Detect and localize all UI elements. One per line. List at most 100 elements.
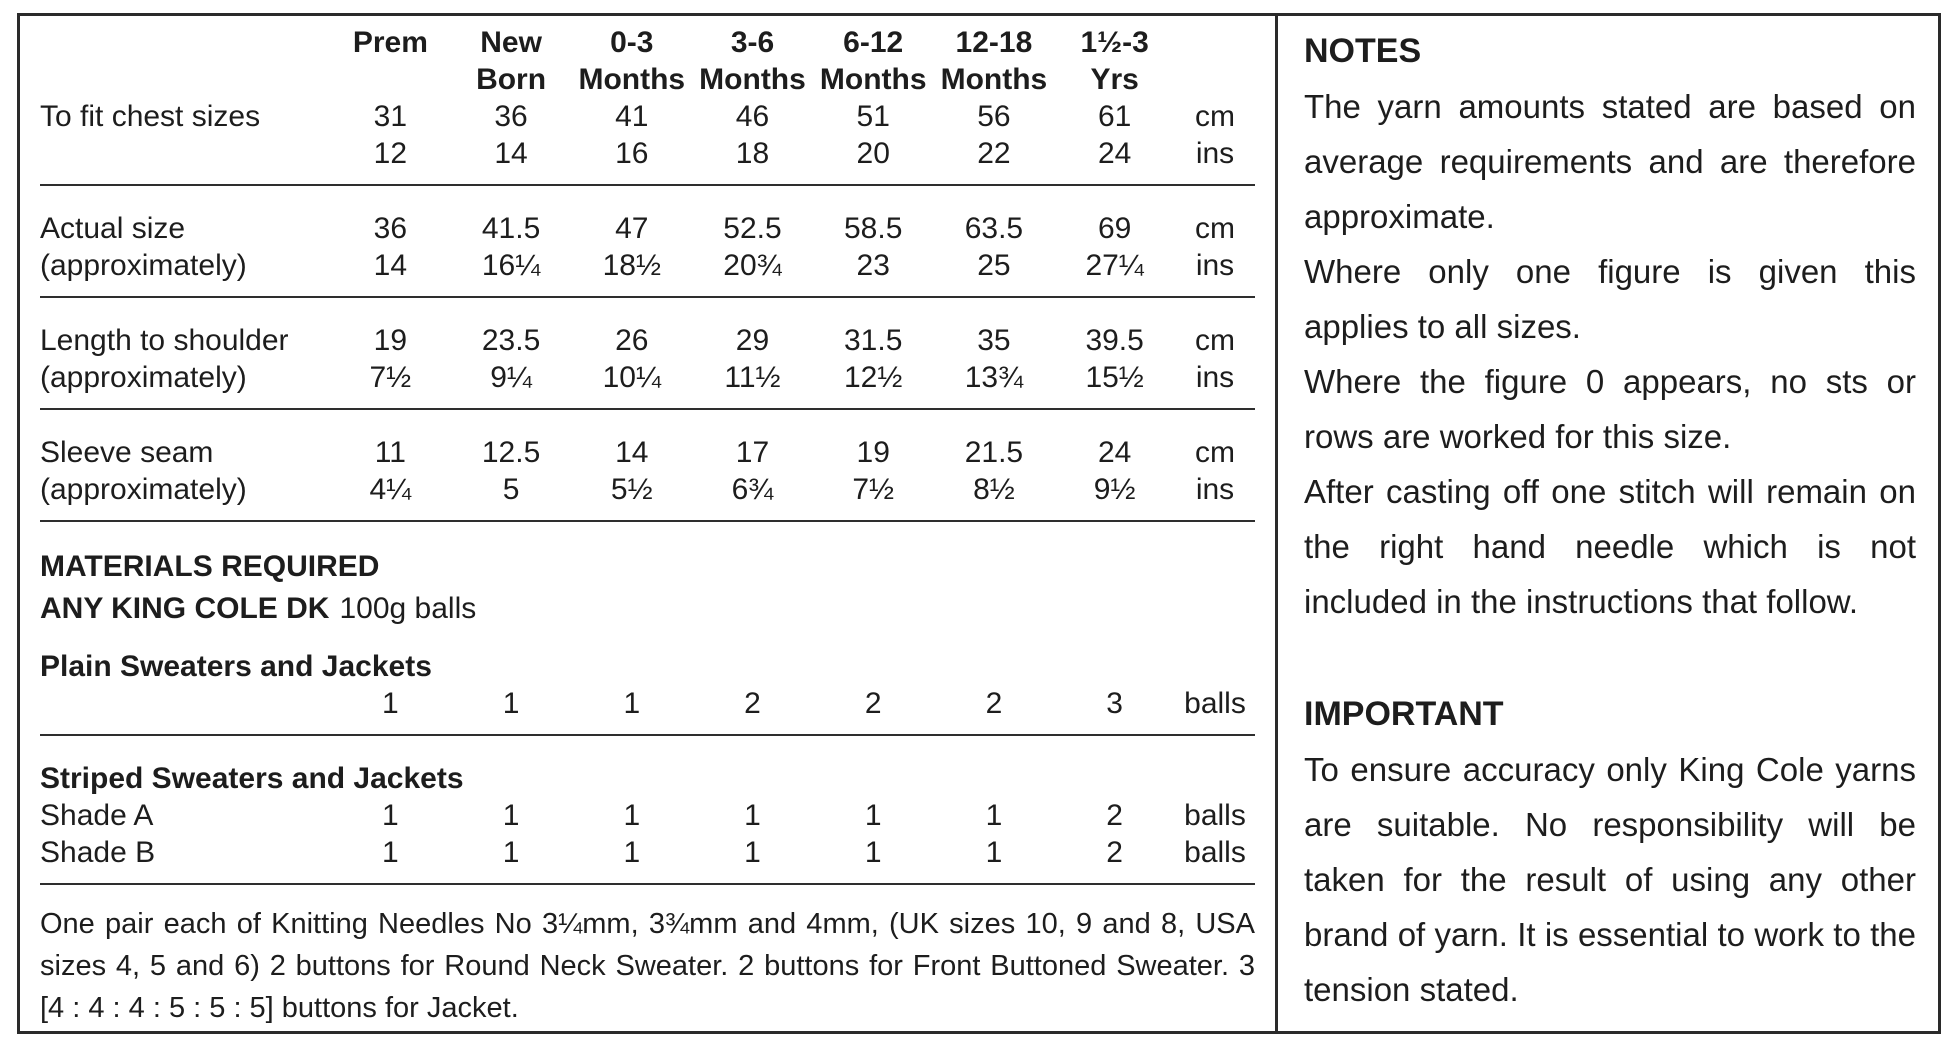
measure-cell: 18½ xyxy=(602,249,661,282)
row-label xyxy=(40,135,330,172)
measure-cell: 4¼ xyxy=(369,473,412,506)
unit-cell: ins xyxy=(1195,473,1235,506)
measure-cell: 35 xyxy=(977,324,1011,357)
row-label: To fit chest sizes xyxy=(40,100,261,133)
balls-cell: 1 xyxy=(864,799,882,832)
size-col-header-line2: Months xyxy=(819,63,927,96)
balls-cell: 2 xyxy=(1106,799,1123,832)
measure-cell: 58.5 xyxy=(844,212,903,245)
notes-title: NOTES xyxy=(1304,32,1422,70)
measure-cell: 15½ xyxy=(1085,361,1144,394)
measure-cell: 41 xyxy=(615,100,649,133)
row-label: Length to shoulder xyxy=(40,324,289,357)
measure-cell: 16 xyxy=(615,137,649,170)
size-col-header: Prem xyxy=(330,24,451,98)
balls-cell: 1 xyxy=(623,836,641,869)
size-col-header: 1½-3 Yrs xyxy=(1054,24,1175,98)
striped-sweaters-title: Striped Sweaters and Jackets xyxy=(40,762,464,795)
measure-cell: 12.5 xyxy=(481,436,541,469)
measure-cell: 9¼ xyxy=(490,361,532,394)
measure-cell: 16¼ xyxy=(481,249,541,282)
unit-cell: cm xyxy=(1195,436,1235,469)
materials-title: MATERIALS REQUIRED xyxy=(40,550,380,583)
measure-cell: 51 xyxy=(856,100,890,133)
measure-cell: 14 xyxy=(373,249,408,282)
measure-cell: 17 xyxy=(735,436,770,469)
important-paragraph: To ensure accuracy only King Cole yarns … xyxy=(1304,751,1916,1008)
size-col-header-line2: Yrs xyxy=(1090,63,1139,96)
yarn-ball-size: 100g balls xyxy=(339,592,477,625)
measure-cell: 23.5 xyxy=(481,324,541,357)
row-label: Actual size xyxy=(40,212,186,245)
needles-buttons-paragraph: One pair each of Knitting Needles No 3¼m… xyxy=(40,908,1255,1024)
measure-cell: 52.5 xyxy=(723,212,782,245)
pattern-page-panel: Prem New Born 0-3 Months 3-6 Months 6-12… xyxy=(17,13,1941,1034)
balls-cell: 1 xyxy=(744,836,761,869)
size-col-header: 6-12 Months xyxy=(813,24,934,98)
size-table-header-row: Prem New Born 0-3 Months 3-6 Months 6-12… xyxy=(40,24,1255,98)
balls-cell: 1 xyxy=(382,799,399,832)
table-row-shade-b: Shade B 1 1 1 1 1 1 2 balls xyxy=(40,834,1255,871)
size-col-header-line2: Months xyxy=(940,63,1048,96)
unit-cell: balls xyxy=(1184,799,1246,832)
measure-cell: 19 xyxy=(373,324,408,357)
table-row-chest-ins: 12 14 16 18 20 22 24 ins xyxy=(40,135,1255,172)
measure-cell: 6¾ xyxy=(731,473,774,506)
unit-cell: cm xyxy=(1195,100,1235,133)
measure-cell: 12½ xyxy=(844,361,903,394)
balls-cell: 1 xyxy=(985,836,1003,869)
measure-cell: 29 xyxy=(735,324,770,357)
balls-cell: 2 xyxy=(985,687,1003,720)
measure-cell: 5½ xyxy=(610,473,653,506)
row-label: Shade A xyxy=(40,799,154,832)
measure-cell: 9½ xyxy=(1093,473,1136,506)
measure-cell: 20 xyxy=(856,137,890,170)
section-divider xyxy=(40,520,1255,522)
measure-cell: 41.5 xyxy=(481,212,541,245)
measure-cell: 11½ xyxy=(724,361,781,394)
measure-cell: 25 xyxy=(977,249,1011,282)
size-col-header-line1: 6-12 xyxy=(843,26,904,59)
table-row-sleeve-ins: (approximately) 4¼ 5 5½ 6¾ 7½ 8½ 9½ ins xyxy=(40,471,1255,508)
measure-cell: 36 xyxy=(373,212,408,245)
measure-cell: 46 xyxy=(735,100,770,133)
size-col-header-line1: 1½-3 xyxy=(1080,26,1149,59)
measure-cell: 13¾ xyxy=(964,361,1024,394)
size-col-header-line2: Months xyxy=(699,63,806,96)
balls-cell: 1 xyxy=(985,799,1003,832)
row-label: (approximately) xyxy=(40,361,247,394)
balls-cell: 1 xyxy=(744,799,761,832)
table-row-actual-cm: Actual size 36 41.5 47 52.5 58.5 63.5 69… xyxy=(40,210,1255,247)
measure-cell: 39.5 xyxy=(1085,324,1144,357)
unit-cell: ins xyxy=(1195,137,1235,170)
measure-cell: 56 xyxy=(977,100,1011,133)
measure-cell: 14 xyxy=(615,436,649,469)
size-col-header: New Born xyxy=(451,24,572,98)
measure-cell: 63.5 xyxy=(964,212,1024,245)
notes-paragraph: After casting off one stitch will remain… xyxy=(1304,473,1916,620)
row-label: (approximately) xyxy=(40,473,247,506)
measure-cell: 8½ xyxy=(973,473,1015,506)
balls-cell: 1 xyxy=(623,687,641,720)
important-title: IMPORTANT xyxy=(1304,695,1504,733)
plain-sweaters-title: Plain Sweaters and Jackets xyxy=(40,650,432,683)
balls-cell: 2 xyxy=(1106,836,1123,869)
size-col-header-line1: Prem xyxy=(352,26,428,59)
measure-cell: 47 xyxy=(615,212,649,245)
size-col-header-line1: New xyxy=(480,26,542,59)
section-divider xyxy=(40,296,1255,298)
section-divider xyxy=(40,184,1255,186)
measure-cell: 27¼ xyxy=(1085,249,1144,282)
balls-cell: 1 xyxy=(382,687,399,720)
balls-cell: 1 xyxy=(864,836,882,869)
measure-cell: 21.5 xyxy=(964,436,1024,469)
section-divider xyxy=(40,408,1255,410)
section-divider xyxy=(40,883,1255,885)
measure-cell: 12 xyxy=(373,137,408,170)
header-unit-spacer xyxy=(1175,24,1255,98)
measure-cell: 10¼ xyxy=(602,361,661,394)
section-divider xyxy=(40,734,1255,736)
size-table-panel: Prem New Born 0-3 Months 3-6 Months 6-12… xyxy=(20,16,1278,1031)
measure-cell: 5 xyxy=(502,473,520,506)
size-col-header: 0-3 Months xyxy=(571,24,692,98)
